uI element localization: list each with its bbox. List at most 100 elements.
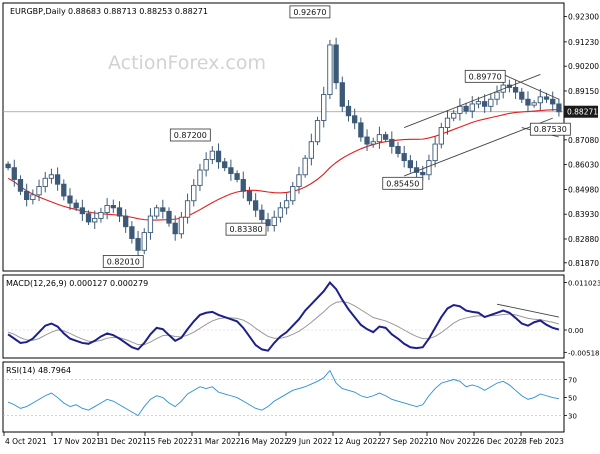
candle-body [407,160,414,169]
annotation-label: 0.85450 [386,179,419,188]
candle [48,168,55,184]
candle-body [519,91,525,100]
candle-body [79,207,86,215]
candle-body [123,215,129,228]
candle-body [389,138,395,147]
candle-body [457,105,463,114]
macd-panel: MACD(12,26,9) 0.000127 0.000279 [2,274,565,359]
candle-body [556,103,562,113]
candle [271,210,277,232]
candle-body [215,150,222,163]
time-tick-label: 10 Nov 2022 [428,437,476,446]
candle-body [61,183,67,197]
candle [314,116,321,146]
rsi-panel: RSI(14) 48.7964 [2,361,565,433]
candle-body [382,134,389,140]
candle-body [438,127,444,145]
candle [333,37,339,90]
macd-signal-line [7,301,560,346]
candle-body [333,44,339,84]
macd-trend-line [496,303,559,318]
candle [321,86,327,128]
annotation-label: 0.87200 [174,131,207,140]
annotation-box [169,128,211,142]
candle [17,175,24,196]
candle [382,131,389,143]
candle-body [191,184,197,202]
candle-body [240,179,246,192]
candle-body [209,150,215,160]
candle [246,186,253,205]
time-tick-label: 31 Mar 2022 [193,437,241,446]
candle-body [228,167,234,175]
candle [123,209,129,233]
candle-body [364,136,370,145]
candle [135,230,141,258]
rsi-tick-label: 30 [568,413,577,421]
candle-body [252,200,259,211]
candle [444,110,451,135]
candle-body [42,177,48,188]
candle [116,201,123,223]
candle-body [17,179,24,192]
annotation-label: 0.89770 [469,72,502,81]
candle [79,199,86,221]
price-tick-label: 0.82880 [568,235,599,244]
watermark: ActionForex.com [108,52,266,74]
candle-body [135,238,141,251]
candle [358,117,364,142]
candle [104,198,110,220]
price-tick-label: 0.91230 [568,38,599,47]
candle-body [11,167,17,180]
candle [42,171,48,193]
candle-body [259,209,265,221]
annotation-box [225,222,267,236]
candle-body [432,143,438,162]
candle [389,131,395,154]
annotation-box [529,122,571,136]
candle [259,204,265,225]
candle-body [420,171,426,176]
candle-body [153,207,160,217]
candle-body [550,98,556,105]
candle [147,208,154,240]
candle [296,166,302,194]
candle [463,102,469,115]
time-tick-label: 12 Aug 2022 [334,437,382,446]
candle [222,157,228,172]
current-price-label: 0.88271 [567,108,598,117]
annotation-box [102,255,144,268]
candle [525,91,531,113]
candle-body [376,134,383,143]
candle [556,98,562,117]
candle [265,212,271,232]
candle-body [234,173,240,180]
candle [519,87,525,104]
candle-body [110,205,116,209]
macd-tick-label: 0.011023 [568,279,600,287]
channel-upper-line [404,74,541,128]
time-tick-label: 15 Feb 2022 [146,437,193,446]
candle [302,154,308,178]
candle [537,88,543,110]
candle-body [370,141,376,145]
candle [481,94,488,113]
candle-body [141,232,147,251]
candle [469,96,475,119]
price-tick-label: 0.84980 [568,185,599,194]
macd-line [7,281,560,352]
candle [92,210,98,230]
candle [277,202,284,223]
candle [339,76,345,112]
candle [30,189,36,205]
candle [178,212,185,239]
candle [228,159,234,181]
candle-body [160,207,166,212]
candle [283,193,290,215]
candle [234,170,240,183]
rsi-tick-label: 50 [568,395,577,403]
time-tick-label: 4 Oct 2021 [5,437,47,446]
candle [308,133,314,166]
time-tick-label: 27 Sep 2022 [381,437,429,446]
